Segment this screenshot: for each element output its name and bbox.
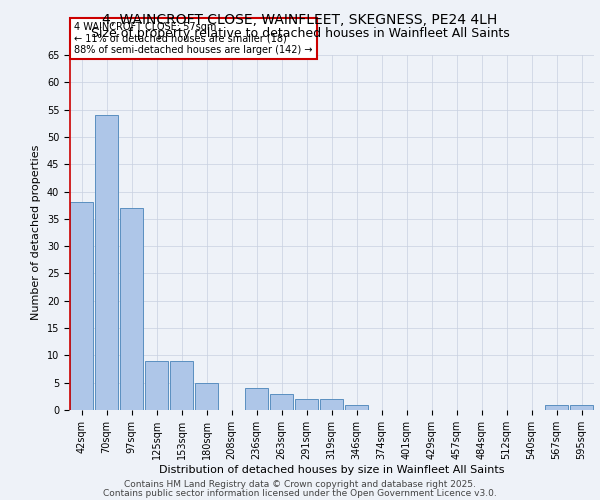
- Bar: [320, 399, 343, 410]
- Text: Contains public sector information licensed under the Open Government Licence v3: Contains public sector information licen…: [103, 488, 497, 498]
- Bar: [119, 208, 143, 410]
- Bar: [194, 382, 218, 410]
- Bar: [269, 394, 293, 410]
- Bar: [545, 404, 568, 410]
- Bar: [344, 404, 368, 410]
- Y-axis label: Number of detached properties: Number of detached properties: [31, 145, 41, 320]
- Bar: [245, 388, 268, 410]
- Bar: [295, 399, 319, 410]
- X-axis label: Distribution of detached houses by size in Wainfleet All Saints: Distribution of detached houses by size …: [159, 464, 504, 474]
- Bar: [170, 361, 193, 410]
- Bar: [70, 202, 94, 410]
- Text: Size of property relative to detached houses in Wainfleet All Saints: Size of property relative to detached ho…: [91, 28, 509, 40]
- Bar: [95, 115, 118, 410]
- Text: 4, WAINCROFT CLOSE, WAINFLEET, SKEGNESS, PE24 4LH: 4, WAINCROFT CLOSE, WAINFLEET, SKEGNESS,…: [103, 12, 497, 26]
- Text: 4 WAINCROFT CLOSE: 57sqm
← 11% of detached houses are smaller (18)
88% of semi-d: 4 WAINCROFT CLOSE: 57sqm ← 11% of detach…: [74, 22, 313, 55]
- Bar: [145, 361, 169, 410]
- Bar: [569, 404, 593, 410]
- Text: Contains HM Land Registry data © Crown copyright and database right 2025.: Contains HM Land Registry data © Crown c…: [124, 480, 476, 489]
